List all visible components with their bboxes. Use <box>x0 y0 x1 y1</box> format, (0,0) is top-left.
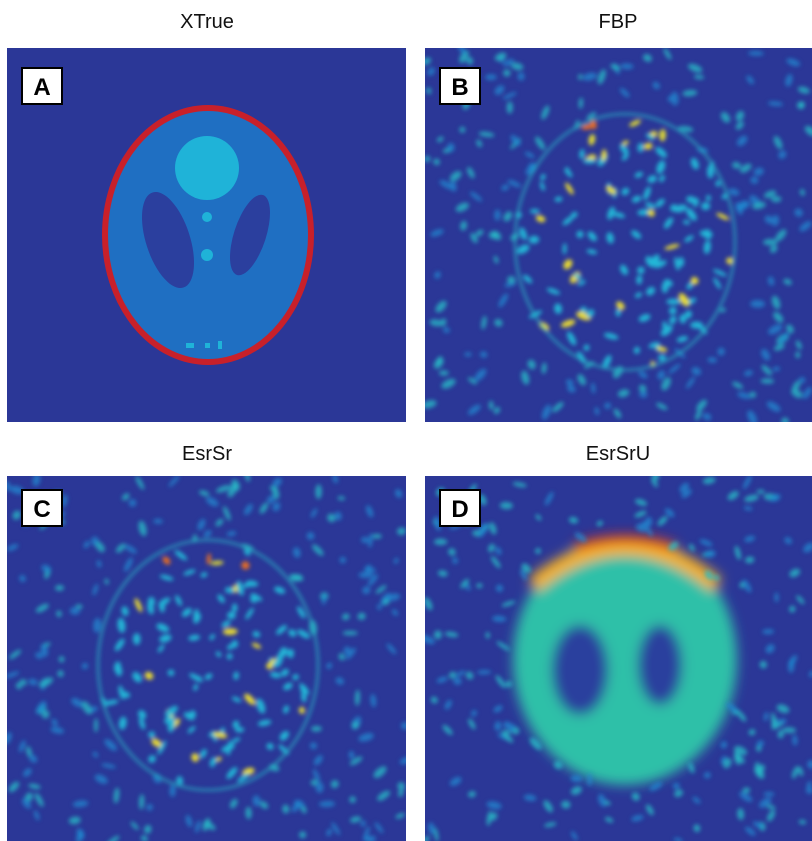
texture <box>587 773 592 786</box>
panel-letter: D <box>451 496 468 523</box>
texture <box>434 630 442 639</box>
panel-image <box>7 48 406 422</box>
texture <box>372 534 382 539</box>
panel-title: EsrSr <box>182 443 232 465</box>
page: XTrue FBP EsrSr EsrSrU A B C D (() => { … <box>0 0 812 841</box>
panel-title: EsrSrU <box>586 443 650 465</box>
texture <box>552 625 608 715</box>
panel-title: FBP <box>599 11 638 33</box>
panel-letter: C <box>33 496 50 523</box>
texture <box>513 535 737 785</box>
figure: XTrue FBP EsrSr EsrSrU A B C D <box>0 0 812 841</box>
panel-image <box>2 470 412 841</box>
texture <box>690 321 703 328</box>
texture <box>638 625 682 705</box>
panel-letter: A <box>33 74 50 101</box>
panel-letter: B <box>451 74 468 101</box>
panel-title: XTrue <box>180 11 234 33</box>
